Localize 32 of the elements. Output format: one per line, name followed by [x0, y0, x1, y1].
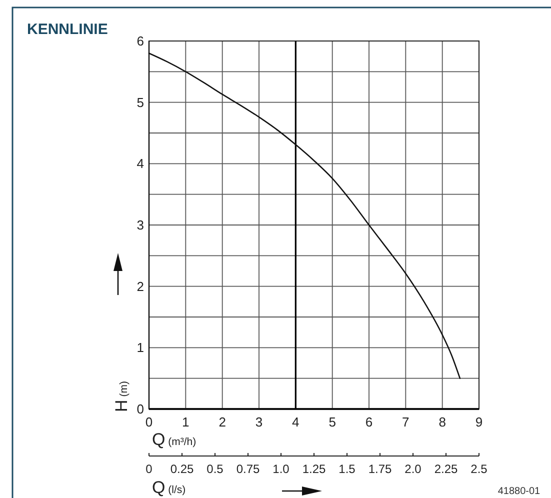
y-tick-label: 1 — [136, 340, 144, 356]
x2-tick-label: 0.25 — [170, 462, 194, 476]
x2-axis-title: Q (l/s) — [152, 478, 186, 497]
x-tick-label: 8 — [438, 414, 446, 430]
x-tick-label: 3 — [255, 414, 263, 430]
x-axis-title: Q (m³/h) — [152, 430, 196, 449]
x-tick-label: 2 — [218, 414, 226, 430]
y-tick-label: 2 — [136, 278, 144, 294]
x2-tick-label: 2.0 — [404, 462, 422, 476]
x2-tick-label: 1.75 — [368, 462, 392, 476]
x-tick-label: 7 — [402, 414, 410, 430]
x2-tick-label: 1.25 — [302, 462, 326, 476]
chart-title: KENNLINIE — [27, 21, 108, 38]
x2-tick-label: 2.5 — [470, 462, 488, 476]
y-tick-label: 6 — [136, 34, 144, 48]
x2-tick-label: 1.5 — [338, 462, 356, 476]
x-tick-label: 6 — [365, 414, 373, 430]
x-tick-label: 9 — [475, 414, 483, 430]
y-tick-label: 3 — [136, 218, 144, 232]
x2-tick-label: 0.5 — [206, 462, 224, 476]
x2-tick-label: 1.0 — [272, 462, 290, 476]
x2-tick-label: 0 — [146, 462, 153, 476]
x-tick-label: 4 — [292, 414, 300, 430]
y-tick-label: 0 — [136, 402, 144, 416]
x-tick-label: 5 — [328, 414, 336, 430]
x2-tick-label: 0.75 — [236, 462, 260, 476]
y-tick-label: 5 — [136, 94, 144, 110]
y-tick-label: 4 — [136, 156, 144, 172]
y-axis-title: H (m) — [112, 381, 131, 412]
x-tick-label: 1 — [182, 414, 190, 430]
text: 41880-01 — [498, 486, 541, 497]
x2-tick-label: 2.25 — [434, 462, 458, 476]
